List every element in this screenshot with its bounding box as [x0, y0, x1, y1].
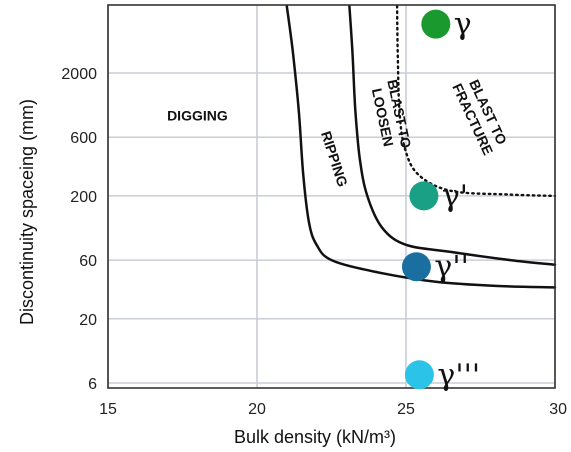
grid — [107, 5, 556, 388]
data-point-label: γ — [454, 7, 472, 42]
data-points: γ γ' γ'' γ''' — [401, 7, 480, 393]
data-point-label: γ'' — [434, 250, 468, 285]
x-tick-label: 15 — [99, 401, 117, 418]
x-tick-label: 20 — [248, 401, 266, 418]
boundary-line — [348, 4, 557, 267]
boundary-line-dotted — [395, 4, 557, 198]
data-point-marker — [409, 181, 439, 211]
plot-border — [107, 4, 556, 389]
x-axis-title: Bulk density (kN/m³) — [234, 427, 396, 447]
zone-label: DIGGING — [167, 108, 228, 124]
y-tick-label: 2000 — [61, 66, 97, 83]
y-tick-label: 600 — [70, 130, 97, 147]
data-point-marker — [404, 360, 434, 390]
data-point-label: γ''' — [437, 358, 480, 393]
y-tick-label: 60 — [79, 253, 97, 270]
y-axis-title: Discontinuity spaceing (mm) — [17, 99, 37, 325]
series-lines — [285, 4, 557, 289]
x-tick-label: 25 — [397, 401, 415, 418]
y-tick-label: 6 — [88, 376, 97, 393]
y-tick-labels: 6 20 60 200 600 2000 — [61, 66, 97, 393]
data-point-label: γ' — [442, 179, 468, 214]
data-point-marker — [421, 9, 451, 39]
y-tick-label: 200 — [70, 189, 97, 206]
x-tick-label: 30 — [549, 401, 567, 418]
boundary-line — [285, 4, 557, 289]
data-point-marker — [401, 252, 431, 282]
x-tick-labels: 15 20 25 30 — [99, 401, 567, 418]
y-tick-label: 20 — [79, 312, 97, 329]
